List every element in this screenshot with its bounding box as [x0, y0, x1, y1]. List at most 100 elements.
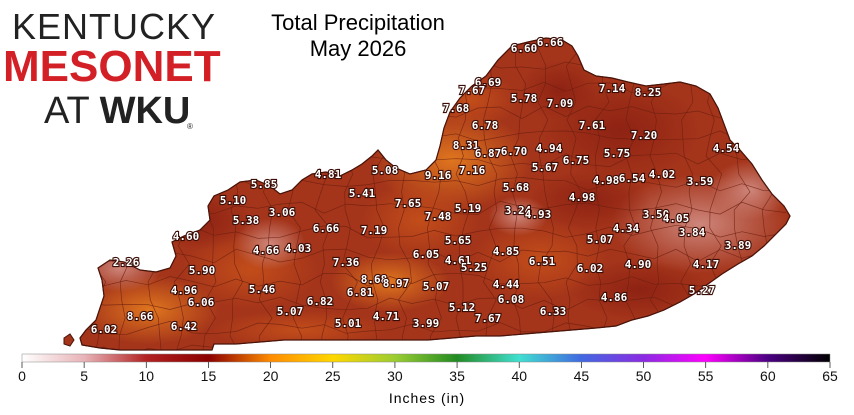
legend-tick-label: 30 — [387, 368, 403, 384]
station-value-label: 6.33 — [540, 305, 567, 318]
legend-tick-label: 55 — [698, 368, 714, 384]
legend-units-label: Inches (in) — [388, 390, 466, 406]
station-value-label: 4.34 — [613, 222, 640, 235]
map-title-line2: May 2026 — [309, 36, 407, 61]
station-value-label: 8.68 — [361, 273, 388, 286]
station-value-label: 5.90 — [189, 264, 216, 277]
station-value-label: 5.67 — [532, 161, 559, 174]
logo-registered-mark: ® — [187, 122, 193, 131]
station-value-label: 4.90 — [625, 258, 652, 271]
station-value-label: 7.61 — [579, 119, 606, 132]
station-value-label: 6.66 — [313, 222, 340, 235]
station-value-label: 6.69 — [475, 76, 502, 89]
station-value-label: 4.98 — [569, 191, 596, 204]
station-value-label: 6.05 — [413, 248, 440, 261]
station-value-label: 7.16 — [459, 164, 486, 177]
legend-ticks: 0 5 10 15 20 25 30 35 40 45 50 55 60 65 — [18, 362, 838, 384]
precip-shading — [80, 60, 790, 350]
station-value-label: 5.10 — [220, 194, 247, 207]
station-value-label: 5.68 — [503, 181, 530, 194]
station-value-label: 5.85 — [251, 178, 278, 191]
station-value-label: 4.60 — [173, 230, 200, 243]
station-value-label: 6.54 — [619, 172, 646, 185]
station-value-label: 3.06 — [269, 206, 296, 219]
precip-shade-region — [330, 252, 450, 312]
station-value-label: 7.19 — [361, 224, 388, 237]
color-legend: 0 5 10 15 20 25 30 35 40 45 50 55 60 65 — [18, 353, 838, 384]
station-value-label: 4.98 — [593, 174, 620, 187]
station-value-label: 6.08 — [498, 293, 525, 306]
station-value-label: 6.51 — [529, 255, 556, 268]
state-island — [63, 333, 75, 347]
station-value-label: 6.87 — [475, 147, 502, 160]
station-value-label: 8.31 — [453, 139, 480, 152]
legend-tick-label: 50 — [636, 368, 652, 384]
station-value-label: 6.78 — [472, 119, 499, 132]
station-value-label: 5.19 — [455, 202, 482, 215]
station-value-label: 7.14 — [599, 82, 626, 95]
station-value-label: 4.93 — [525, 208, 552, 221]
station-value-label: 2.26 — [113, 256, 140, 269]
station-value-label: 7.09 — [547, 97, 574, 110]
station-value-label: 6.75 — [563, 154, 590, 167]
station-value-label: 4.02 — [649, 168, 676, 181]
legend-tick-label: 10 — [139, 368, 155, 384]
kentucky-state-shape — [63, 37, 791, 351]
state-border — [79, 37, 791, 351]
kentucky-mesonet-logo: KENTUCKY MESONET AT WKU ® — [0, 0, 250, 140]
legend-tick-label: 25 — [325, 368, 341, 384]
county-line — [789, 38, 790, 350]
station-value-label: 3.84 — [679, 226, 706, 239]
station-value-label: 9.16 — [425, 169, 452, 182]
station-value-label: 4.85 — [493, 245, 520, 258]
county-line — [565, 38, 582, 350]
station-value-label: 5.08 — [372, 164, 399, 177]
logo-mesonet-text: MESONET — [3, 42, 221, 91]
station-value-label: 5.38 — [233, 214, 260, 227]
station-value-label: 5.12 — [449, 301, 476, 314]
station-value-label: 5.07 — [423, 280, 450, 293]
station-value-label: 6.81 — [347, 286, 374, 299]
station-value-label: 5.01 — [335, 317, 362, 330]
station-value-label: 6.66 — [537, 36, 564, 49]
legend-tick-label: 45 — [574, 368, 590, 384]
legend-tick-label: 5 — [80, 368, 88, 384]
logo-at-wku-text: AT WKU — [44, 90, 190, 133]
legend-tick-label: 15 — [201, 368, 217, 384]
map-title: Total Precipitation May 2026 — [258, 10, 458, 62]
station-value-label: 3.24 — [505, 204, 532, 217]
station-value-label: 4.61 — [445, 254, 472, 267]
county-line — [80, 272, 786, 288]
station-value-label: 5.07 — [277, 305, 304, 318]
legend-tick-label: 60 — [760, 368, 776, 384]
station-value-label: 6.06 — [188, 296, 215, 309]
station-value-label: 4.71 — [373, 310, 400, 323]
station-value-label: 5.46 — [249, 283, 276, 296]
precip-shade-region — [234, 218, 306, 270]
station-value-label: 4.17 — [693, 258, 720, 271]
precip-shade-region — [80, 275, 220, 345]
county-line — [80, 38, 787, 48]
precip-shade-region — [420, 70, 520, 130]
station-value-label: 7.68 — [443, 102, 470, 115]
map-title-line1: Total Precipitation — [271, 10, 445, 35]
precip-shade-region — [520, 60, 600, 120]
station-value-label: 8.66 — [127, 310, 154, 323]
station-value-label: 7.67 — [459, 84, 486, 97]
station-value-label: 8.25 — [635, 86, 662, 99]
legend-colorbar — [21, 353, 831, 363]
station-value-label: 6.70 — [501, 145, 528, 158]
station-value-label: 4.94 — [536, 142, 563, 155]
legend-tick-label: 40 — [511, 368, 527, 384]
station-value-label: 6.82 — [307, 295, 334, 308]
station-value-label: 4.54 — [713, 142, 740, 155]
station-value-label: 4.66 — [253, 244, 280, 257]
station-value-label: 6.42 — [171, 320, 198, 333]
station-value-label: 4.81 — [315, 168, 342, 181]
station-value-label: 4.03 — [285, 242, 312, 255]
station-value-label: 5.07 — [587, 233, 614, 246]
station-value-label: 5.25 — [461, 261, 488, 274]
station-value-label: 7.36 — [333, 256, 360, 269]
station-value-label: 7.48 — [425, 210, 452, 223]
